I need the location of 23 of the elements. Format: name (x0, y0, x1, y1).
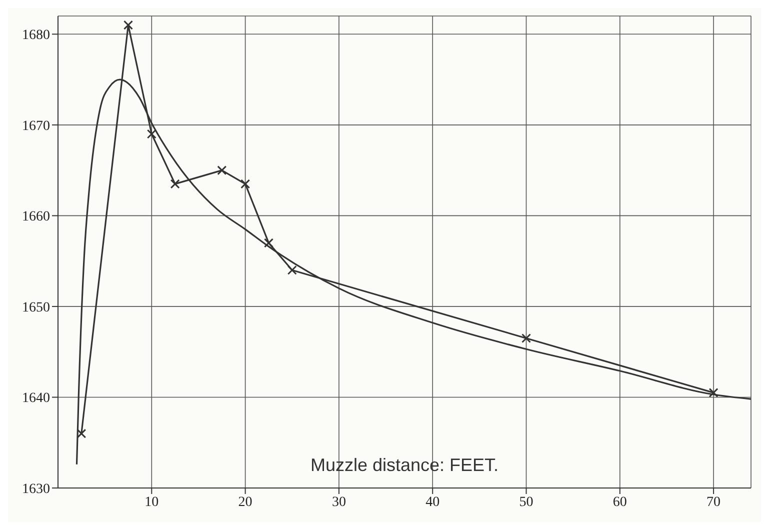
y-tick-label: 1640 (22, 391, 50, 406)
y-tick-label: 1680 (22, 28, 50, 44)
point (146, 129, 156, 139)
point (264, 238, 274, 248)
x-tick-label: 60 (612, 494, 627, 510)
point (170, 179, 180, 189)
point (287, 265, 297, 275)
x-tick-label: 10 (144, 494, 159, 510)
x-tick-label: 20 (238, 494, 252, 510)
y-tick-label: 1660 (22, 210, 50, 225)
point (217, 166, 227, 176)
point (240, 179, 250, 189)
x-tick-label: 70 (706, 494, 721, 510)
point (521, 333, 531, 343)
point (123, 20, 133, 30)
point (76, 428, 86, 438)
point (708, 388, 718, 398)
x-tick-label: 50 (519, 494, 534, 510)
y-tick-label: 1670 (22, 118, 50, 134)
y-tick-label: 1650 (22, 300, 50, 316)
y-tick-label: 1630 (22, 482, 50, 497)
x-tick-label: 40 (426, 494, 440, 510)
x-tick-label: 30 (332, 494, 346, 510)
